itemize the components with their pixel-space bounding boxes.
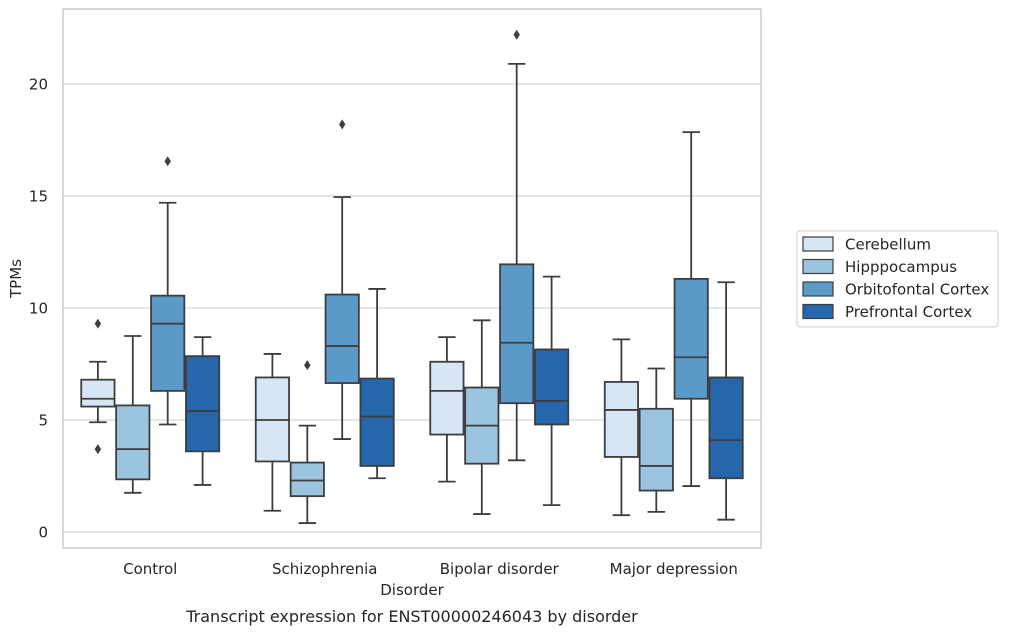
box-iqr xyxy=(150,294,186,392)
box xyxy=(289,360,325,524)
y-axis-ticks: 0 5 10 15 20 xyxy=(29,76,48,542)
x-tick-label: Major depression xyxy=(610,560,738,578)
legend-frame xyxy=(796,230,999,328)
box xyxy=(499,29,535,462)
box-iqr xyxy=(429,360,465,436)
series-prefrontal-cortex xyxy=(185,275,744,521)
legend-item: Orbitofontal Cortex xyxy=(802,281,989,299)
box xyxy=(638,367,674,513)
box xyxy=(150,156,186,426)
box xyxy=(115,335,151,494)
legend-swatch xyxy=(802,258,834,275)
legend-label: Cerebellum xyxy=(845,236,931,254)
series-cerebellum xyxy=(80,318,639,517)
box xyxy=(534,275,570,507)
chart-caption: Transcript expression for ENST0000024604… xyxy=(185,607,638,626)
box xyxy=(603,338,639,517)
outlier-point xyxy=(94,318,102,329)
legend-swatch xyxy=(802,236,834,252)
box xyxy=(708,281,744,521)
y-axis-label: TPMs xyxy=(7,259,25,299)
box xyxy=(254,353,290,512)
box xyxy=(429,336,465,483)
box-iqr xyxy=(708,376,744,480)
outlier-point xyxy=(304,360,311,371)
box-iqr xyxy=(115,404,151,481)
box-iqr xyxy=(289,461,325,498)
box xyxy=(359,288,395,480)
box-iqr xyxy=(534,348,570,426)
y-tick-label: 0 xyxy=(38,524,48,542)
box-iqr xyxy=(359,377,395,467)
box xyxy=(673,131,709,487)
box-iqr xyxy=(324,293,360,384)
legend-label: Hipppocampus xyxy=(845,258,957,276)
box xyxy=(324,119,360,440)
outlier-point xyxy=(94,444,102,455)
box-series xyxy=(80,29,744,524)
legend-swatch xyxy=(802,303,834,320)
plot-frame xyxy=(62,8,762,549)
legend-item: Hipppocampus xyxy=(802,258,957,276)
legend-item: Cerebellum xyxy=(802,236,931,254)
box xyxy=(185,336,221,486)
box-iqr xyxy=(185,355,221,453)
legend-label: Orbitofontal Cortex xyxy=(845,281,989,299)
box-iqr xyxy=(603,381,639,458)
y-tick-label: 10 xyxy=(29,300,48,318)
legend-swatch xyxy=(802,281,834,297)
y-tick-label: 20 xyxy=(29,76,48,94)
x-tick-label: Control xyxy=(123,560,177,578)
outlier-point xyxy=(164,156,171,167)
outlier-point xyxy=(513,29,520,40)
legend-label: Prefrontal Cortex xyxy=(845,303,972,321)
legend: Cerebellum Hipppocampus Orbitofontal Corte… xyxy=(796,230,999,328)
x-tick-label: Bipolar disorder xyxy=(440,560,560,578)
y-tick-label: 15 xyxy=(29,188,48,206)
legend-item: Prefrontal Cortex xyxy=(802,303,972,321)
box-iqr xyxy=(673,277,709,400)
series-orbitofontal-cortex xyxy=(150,29,709,487)
x-tick-label: Schizophrenia xyxy=(272,560,377,578)
box-iqr xyxy=(638,407,674,492)
box-iqr xyxy=(499,263,535,405)
box xyxy=(464,319,500,515)
x-axis-ticks: Control Schizophrenia Bipolar disorder Majo… xyxy=(123,560,738,578)
outlier-point xyxy=(339,119,346,130)
series-hipppocampus xyxy=(115,319,674,524)
x-axis-label: Disorder xyxy=(380,581,444,599)
box xyxy=(80,318,116,455)
y-tick-label: 5 xyxy=(38,412,48,430)
box-iqr xyxy=(80,378,116,408)
